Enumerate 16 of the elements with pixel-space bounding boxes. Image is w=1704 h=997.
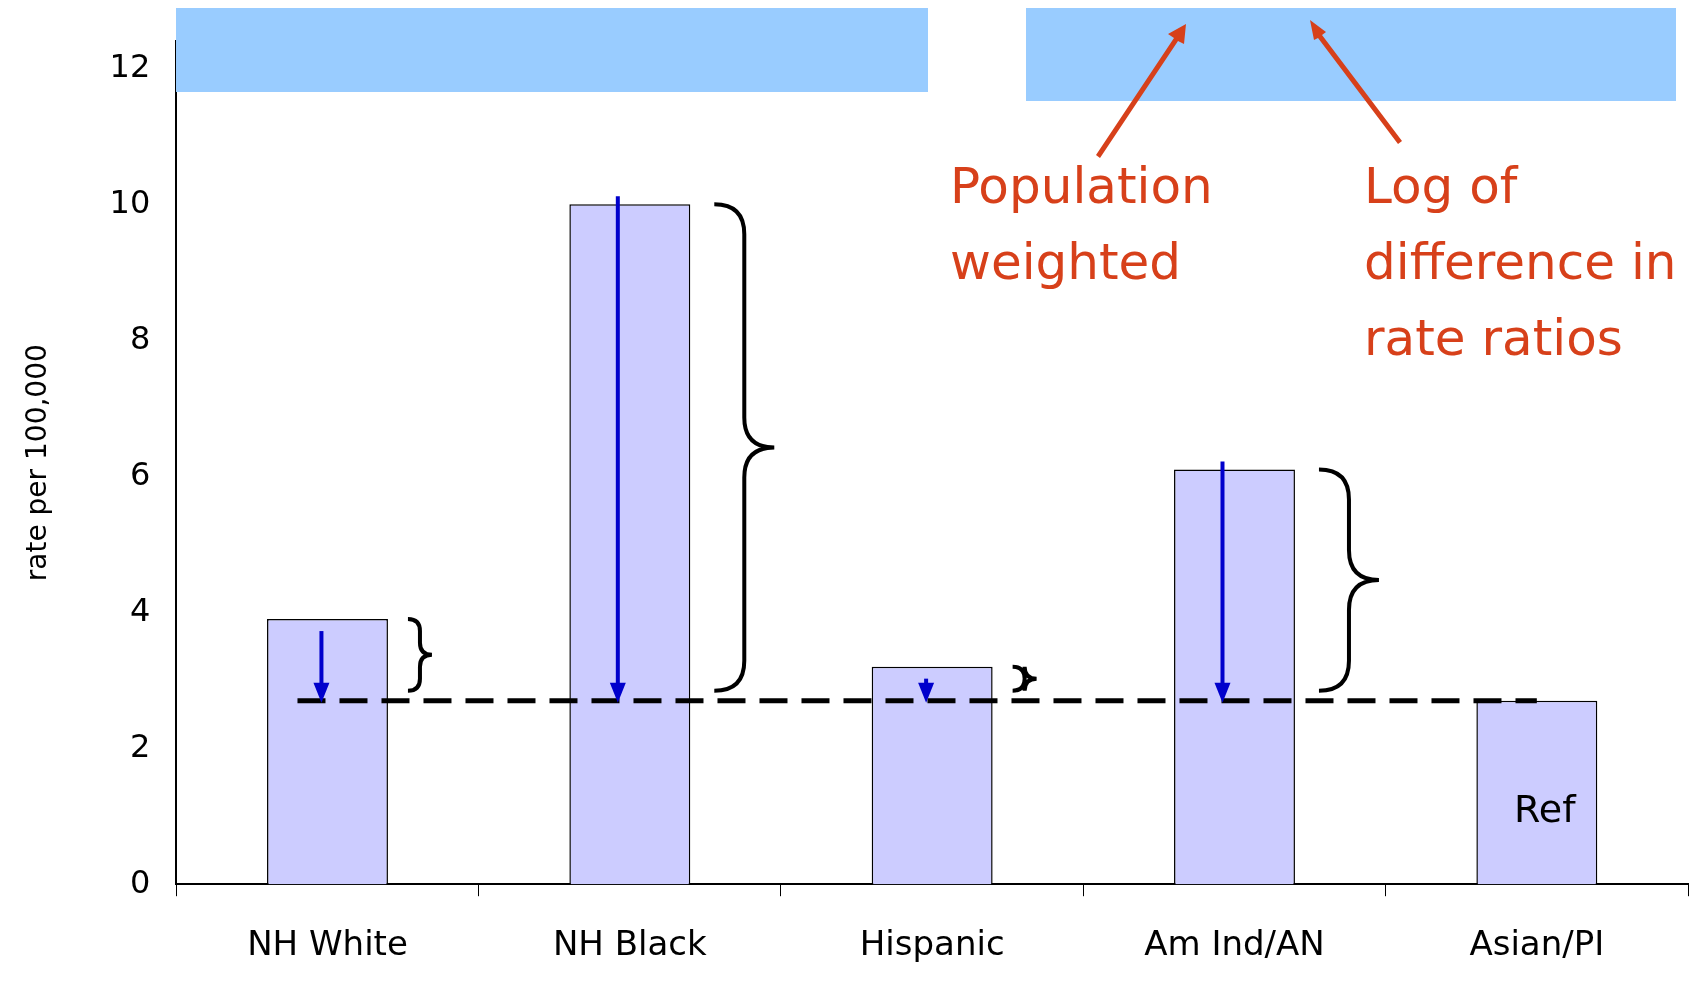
annotation: Log of difference in rate ratios (1364, 156, 1678, 369)
y-tick-label: 8 (129, 318, 151, 357)
y-tick-label: 0 (129, 862, 151, 901)
y-tick-label: 12 (109, 46, 151, 85)
x-tick-label: NH Black (552, 923, 708, 964)
y-tick-label: 10 (109, 182, 151, 221)
y-tick-label: 6 (129, 454, 151, 493)
annotation: Population weighted (950, 156, 1214, 293)
y-axis-title: rate per 100,000 (20, 344, 54, 582)
x-tick-label: Hispanic (859, 923, 1005, 964)
x-tick-label: Asian/PI (1469, 923, 1605, 964)
annotation: Ref (1514, 787, 1578, 832)
x-tick-label: Am Ind/AN (1144, 923, 1325, 964)
y-tick-label: 2 (129, 726, 151, 765)
y-tick-label: 4 (129, 590, 151, 629)
x-tick-label: NH White (247, 923, 408, 964)
